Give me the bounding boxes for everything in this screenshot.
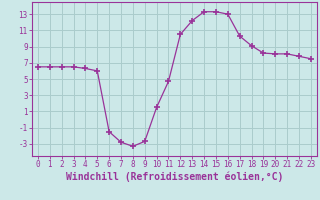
X-axis label: Windchill (Refroidissement éolien,°C): Windchill (Refroidissement éolien,°C) — [66, 172, 283, 182]
